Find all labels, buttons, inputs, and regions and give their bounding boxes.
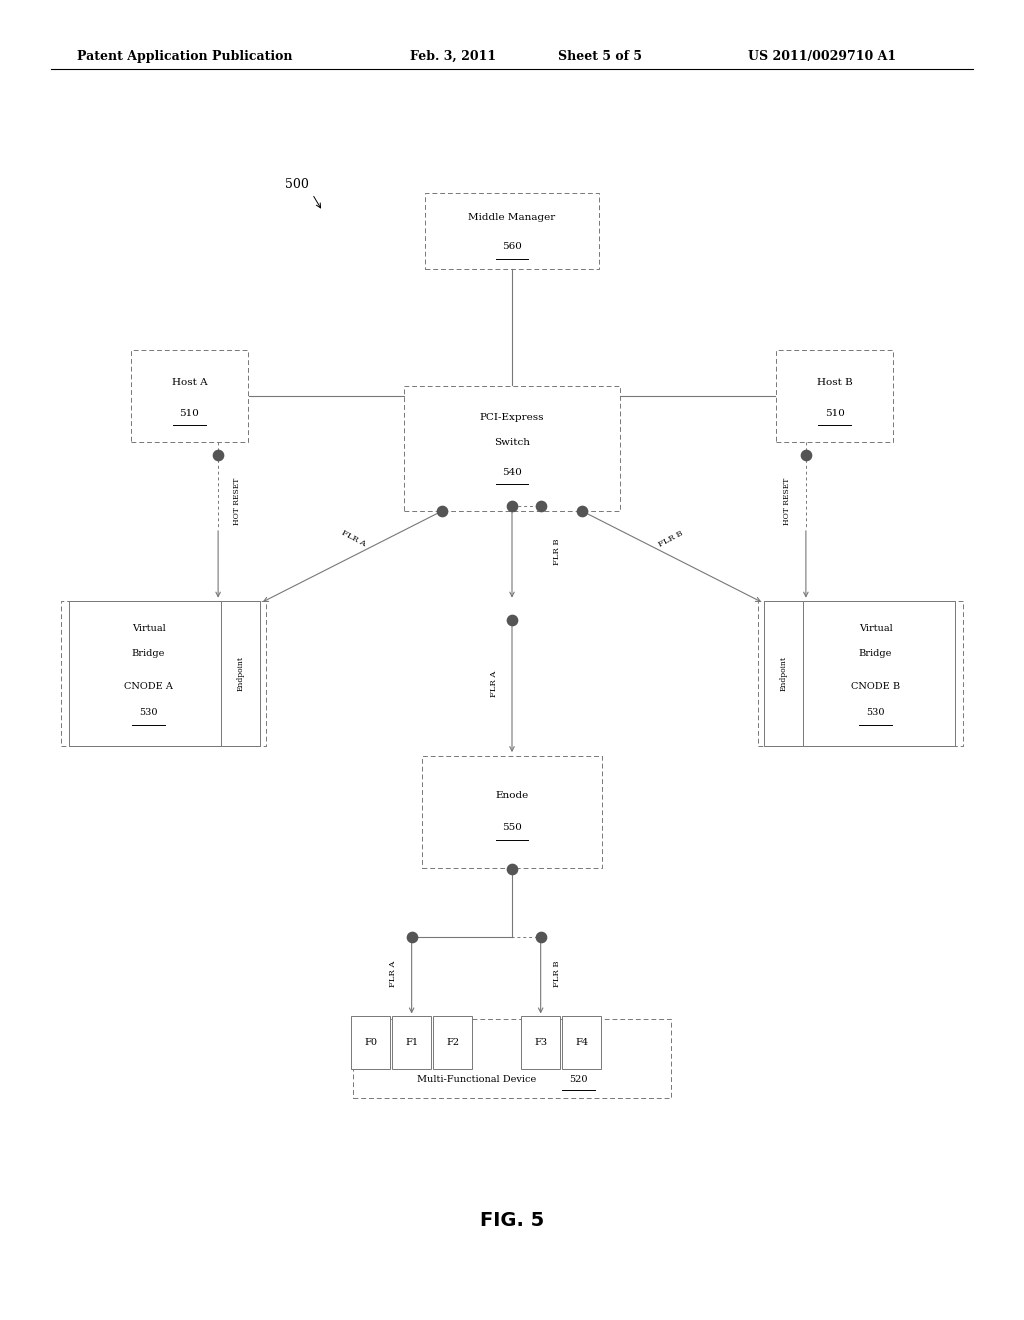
FancyBboxPatch shape (353, 1019, 671, 1098)
Text: Virtual: Virtual (859, 624, 892, 632)
Text: PCI-Express: PCI-Express (480, 413, 544, 421)
Text: CNODE A: CNODE A (124, 682, 173, 690)
Text: FLR A: FLR A (389, 961, 397, 987)
FancyBboxPatch shape (758, 601, 963, 746)
FancyBboxPatch shape (221, 601, 260, 746)
Text: Enode: Enode (496, 792, 528, 800)
Text: F3: F3 (535, 1039, 547, 1047)
FancyBboxPatch shape (521, 1016, 560, 1069)
Text: Host B: Host B (817, 379, 852, 387)
Text: Multi-Functional Device: Multi-Functional Device (417, 1076, 536, 1084)
Text: FLR B: FLR B (657, 529, 684, 548)
Text: Host A: Host A (172, 379, 207, 387)
FancyBboxPatch shape (351, 1016, 390, 1069)
FancyBboxPatch shape (131, 350, 248, 442)
Text: 500: 500 (285, 178, 309, 191)
FancyBboxPatch shape (425, 193, 599, 269)
Text: Bridge: Bridge (132, 649, 165, 657)
Text: 530: 530 (139, 709, 158, 717)
Text: F1: F1 (406, 1039, 418, 1047)
Text: Switch: Switch (494, 438, 530, 446)
Text: Patent Application Publication: Patent Application Publication (77, 50, 292, 63)
Text: Sheet 5 of 5: Sheet 5 of 5 (558, 50, 642, 63)
Point (504, 495, 520, 516)
Text: Feb. 3, 2011: Feb. 3, 2011 (410, 50, 496, 63)
Text: FLR A: FLR A (340, 529, 367, 548)
FancyBboxPatch shape (61, 601, 266, 746)
Text: F2: F2 (446, 1039, 459, 1047)
Text: Virtual: Virtual (132, 624, 165, 632)
Text: HOT RESET: HOT RESET (233, 478, 242, 525)
FancyBboxPatch shape (404, 385, 620, 511)
Text: FLR B: FLR B (553, 539, 561, 565)
Text: 560: 560 (502, 243, 522, 251)
Text: Bridge: Bridge (859, 649, 892, 657)
Text: 510: 510 (824, 409, 845, 417)
Text: Endpoint: Endpoint (779, 656, 787, 690)
Text: CNODE B: CNODE B (851, 682, 900, 690)
FancyBboxPatch shape (797, 601, 954, 746)
Text: F0: F0 (365, 1039, 377, 1047)
FancyBboxPatch shape (392, 1016, 431, 1069)
Point (504, 610, 520, 631)
Point (504, 858, 520, 879)
FancyBboxPatch shape (422, 755, 601, 869)
Text: 530: 530 (866, 709, 885, 717)
Text: US 2011/0029710 A1: US 2011/0029710 A1 (748, 50, 896, 63)
Point (403, 927, 420, 948)
FancyBboxPatch shape (69, 601, 227, 746)
Text: HOT RESET: HOT RESET (782, 478, 791, 525)
Text: FLR B: FLR B (553, 961, 561, 987)
Point (434, 500, 451, 521)
Text: Middle Manager: Middle Manager (468, 214, 556, 222)
FancyBboxPatch shape (433, 1016, 472, 1069)
Text: 510: 510 (179, 409, 200, 417)
Text: 540: 540 (502, 469, 522, 477)
FancyBboxPatch shape (764, 601, 803, 746)
Point (573, 500, 590, 521)
FancyBboxPatch shape (562, 1016, 601, 1069)
Text: FLR A: FLR A (489, 671, 498, 697)
Text: F4: F4 (575, 1039, 588, 1047)
Text: 520: 520 (569, 1076, 588, 1084)
FancyBboxPatch shape (776, 350, 893, 442)
Point (532, 495, 549, 516)
Text: Endpoint: Endpoint (237, 656, 245, 690)
Text: 550: 550 (502, 824, 522, 832)
Point (532, 927, 549, 948)
Text: FIG. 5: FIG. 5 (480, 1212, 544, 1230)
Point (210, 445, 226, 466)
Point (798, 445, 814, 466)
